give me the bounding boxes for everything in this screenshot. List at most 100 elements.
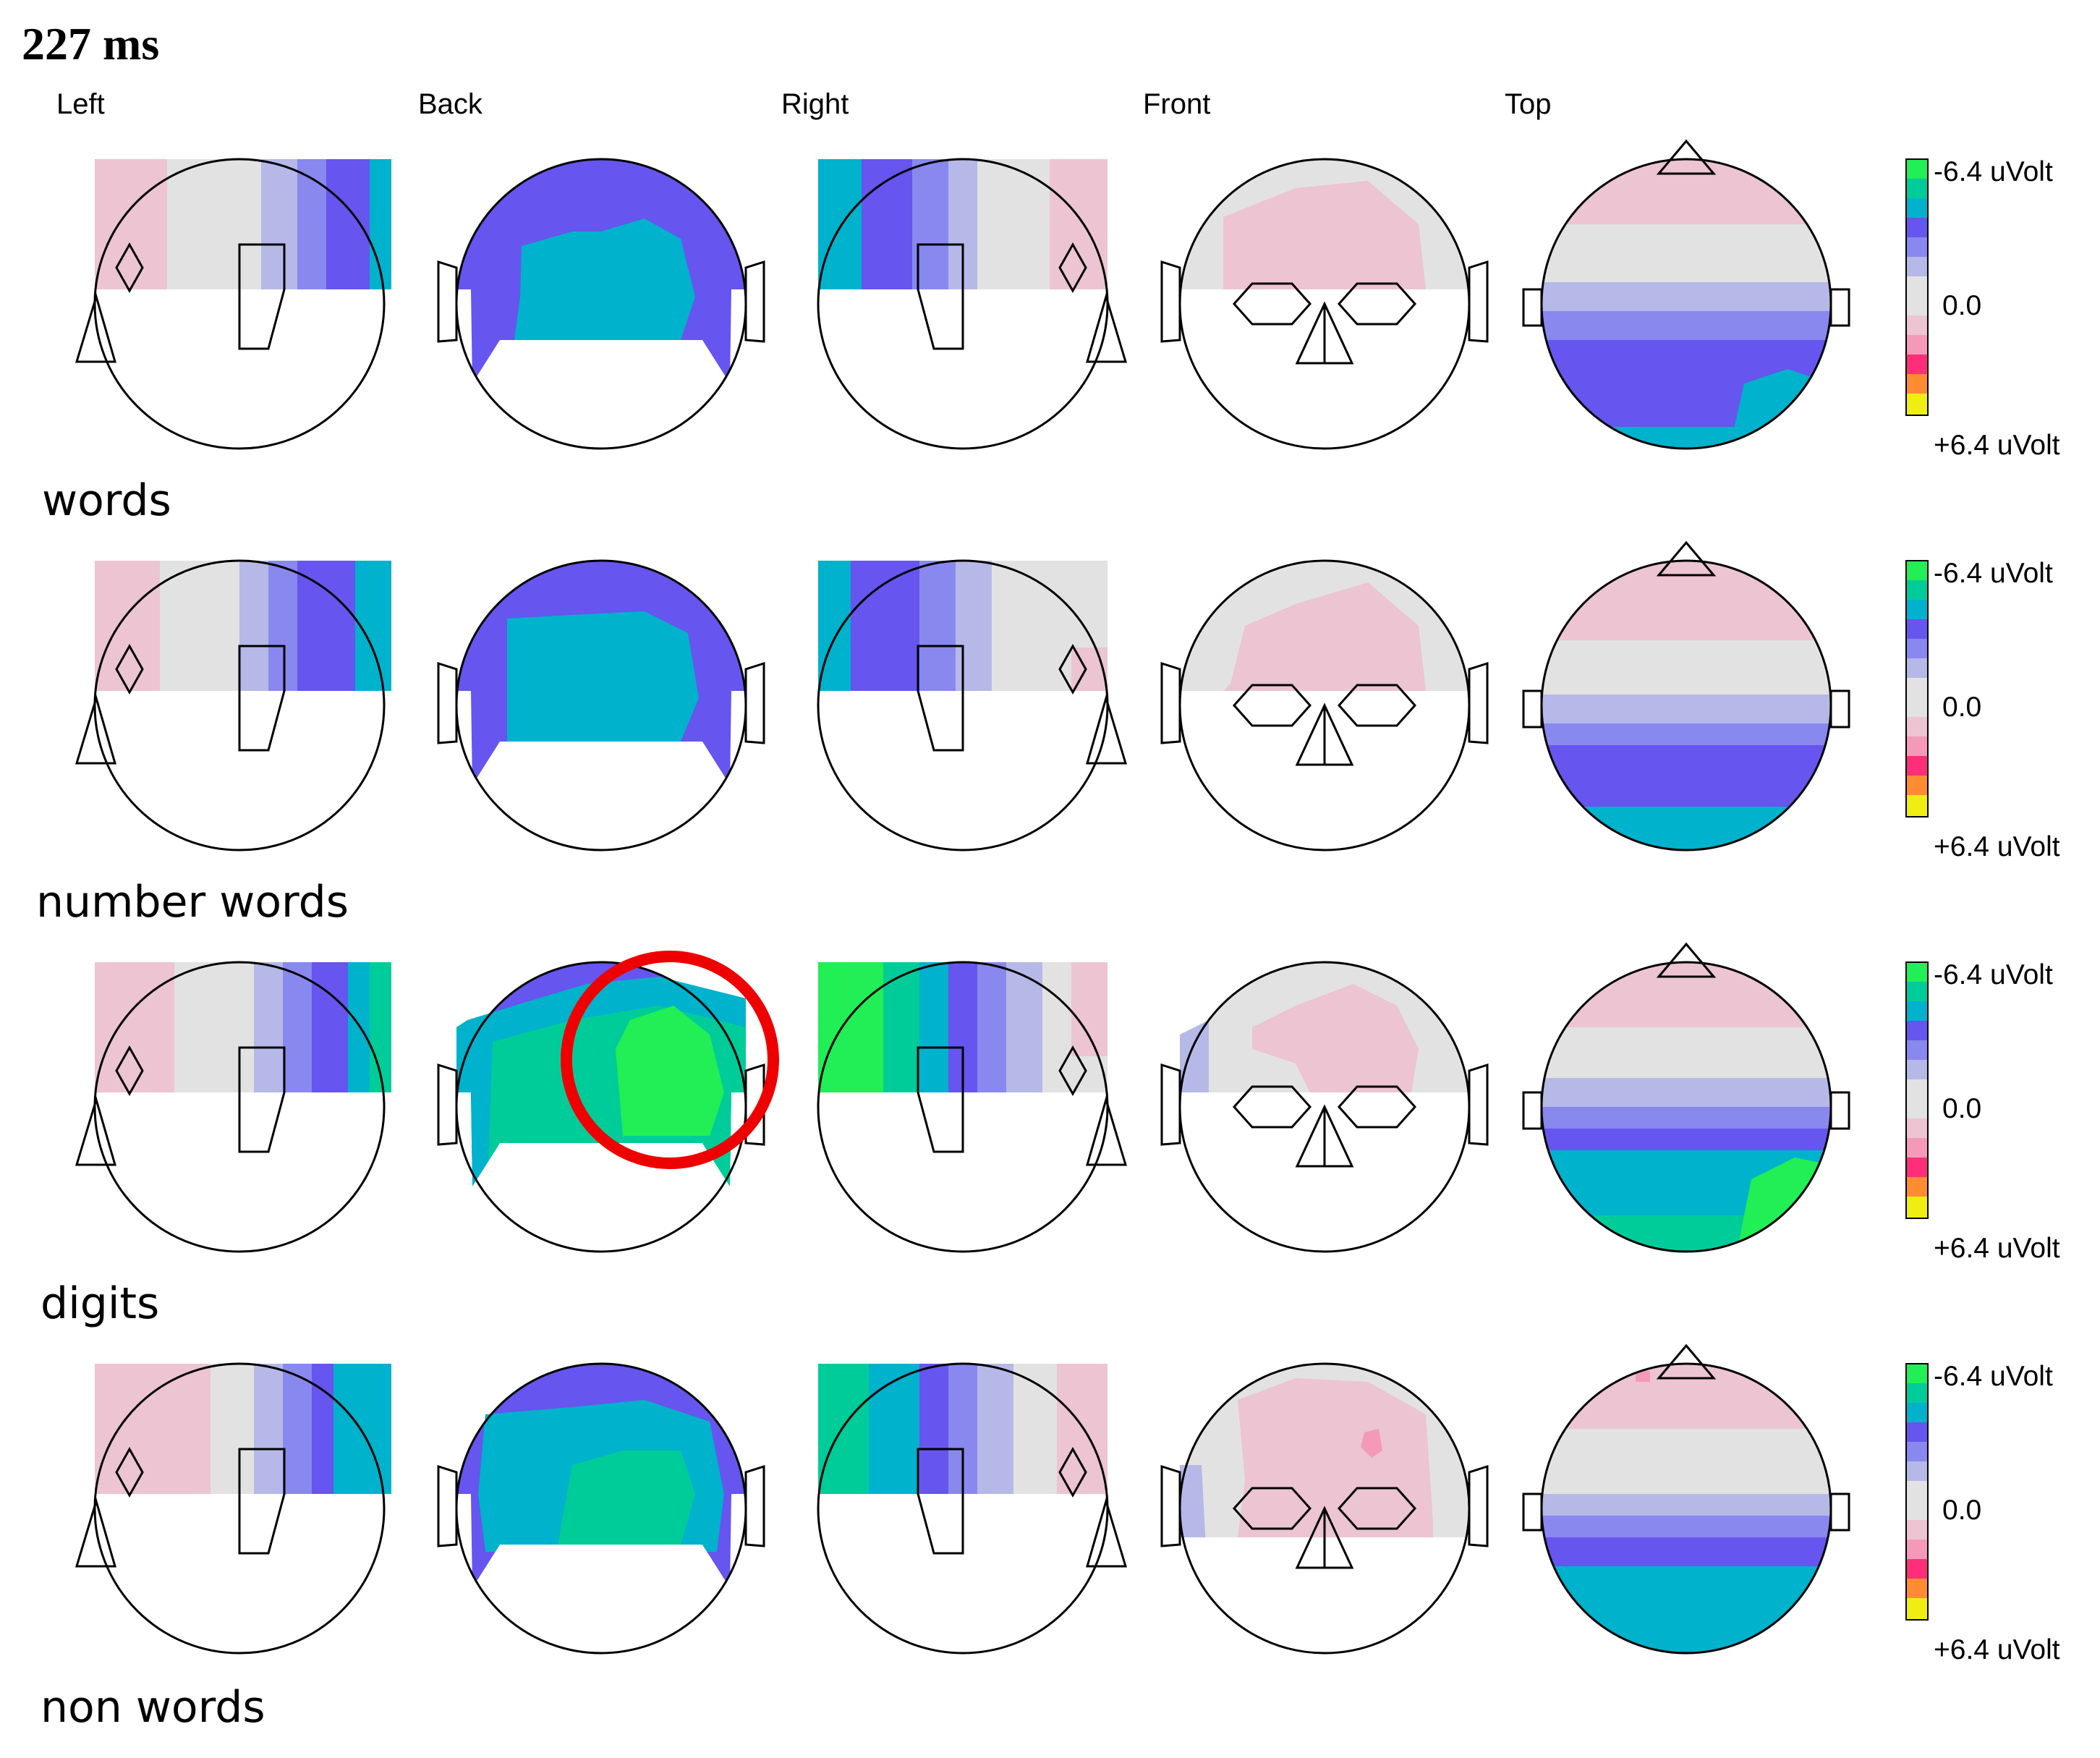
condition-row-digits: -6.4 uVolt 0.0 +6.4 uVolt digits [41, 942, 2060, 1329]
ear-icon [1058, 242, 1087, 294]
nose-icon [1086, 292, 1128, 363]
colorbar-top-label: -6.4 uVolt [1934, 558, 2053, 589]
eye-icon [1232, 282, 1312, 326]
nose-icon [1656, 540, 1717, 577]
ear-icon [744, 1464, 765, 1547]
eye-icon [238, 1448, 286, 1555]
ear-icon [1058, 643, 1087, 695]
view-header-back: Back [418, 88, 483, 120]
eye-icon [1232, 684, 1312, 727]
head-map-front [1160, 559, 1489, 852]
eye-icon [1232, 1085, 1312, 1129]
condition-label: words [42, 475, 171, 526]
colorbar-mid-label: 0.0 [1942, 692, 1981, 723]
condition-row-non-words: -6.4 uVolt 0.0 +6.4 uVolt non words [41, 1343, 2060, 1733]
ear-icon [1468, 1063, 1489, 1146]
head-map-left [75, 158, 391, 450]
colorbar-top-label: -6.4 uVolt [1934, 959, 2053, 990]
ear-icon [115, 643, 144, 695]
colorbar: -6.4 uVolt 0.0 +6.4 uVolt [1905, 1361, 2060, 1665]
ear-icon [1160, 661, 1181, 744]
condition-label: non words [41, 1682, 265, 1733]
ear-icon [115, 1045, 144, 1097]
nose-icon [1656, 942, 1717, 978]
eye-icon [1337, 1085, 1417, 1129]
nose-icon [1086, 1497, 1128, 1568]
ear-icon [437, 1063, 458, 1146]
ear-icon [1468, 260, 1489, 343]
nose-icon [75, 694, 116, 765]
head-map-top [1522, 139, 1850, 450]
nose-icon [1656, 1343, 1717, 1380]
head-map-left [75, 961, 391, 1253]
head-map-top [1522, 1343, 1850, 1655]
head-map-back [437, 1362, 765, 1655]
ear-icon [1058, 1045, 1087, 1097]
head-map-top [1522, 942, 1850, 1253]
ear-icon [1522, 689, 1543, 729]
ear-icon [1058, 1446, 1087, 1498]
head-map-back [437, 559, 765, 852]
view-header-right: Right [781, 88, 849, 120]
ear-icon [437, 661, 458, 744]
head-map-left [75, 559, 391, 852]
nose-icon [75, 1095, 116, 1166]
view-header-front: Front [1143, 88, 1210, 120]
head-map-back [437, 951, 779, 1253]
head-map-right [817, 158, 1128, 450]
head-map-right [817, 961, 1128, 1253]
colorbar-mid-label: 0.0 [1942, 290, 1981, 321]
ear-icon [437, 260, 458, 343]
colorbar: -6.4 uVolt 0.0 +6.4 uVolt [1905, 959, 2060, 1264]
ear-icon [1522, 1492, 1543, 1532]
eye-icon [1337, 282, 1417, 326]
eye-icon [1337, 684, 1417, 727]
eye-icon [1232, 1487, 1312, 1530]
condition-row-number-words: -6.4 uVolt 0.0 +6.4 uVolt number words [36, 540, 2060, 927]
ear-icon [1468, 661, 1489, 744]
eye-icon [238, 1046, 286, 1153]
ear-icon [437, 1464, 458, 1547]
head-map-top [1522, 540, 1850, 852]
nose-icon [1656, 139, 1717, 175]
head-map-right [817, 1362, 1128, 1655]
condition-label: number words [36, 877, 349, 927]
colorbar: -6.4 uVolt 0.0 +6.4 uVolt [1905, 156, 2060, 461]
colorbar-mid-label: 0.0 [1942, 1093, 1981, 1124]
eye-icon [917, 1046, 964, 1153]
head-map-right [817, 559, 1128, 852]
ear-icon [1160, 260, 1181, 343]
colorbar-bottom-label: +6.4 uVolt [1934, 430, 2060, 461]
colorbar-top-label: -6.4 uVolt [1934, 156, 2053, 187]
ear-icon [1829, 288, 1850, 327]
colorbar-top-label: -6.4 uVolt [1934, 1361, 2053, 1392]
ear-icon [744, 260, 765, 343]
time-label: 227 ms [22, 18, 159, 69]
colorbar-bottom-label: +6.4 uVolt [1934, 1233, 2060, 1264]
nose-icon [1086, 1095, 1128, 1166]
ear-icon [744, 1063, 765, 1146]
head-map-front [1160, 1362, 1489, 1655]
head-map-back [437, 158, 765, 450]
ear-icon [115, 1446, 144, 1498]
colorbar-bottom-label: +6.4 uVolt [1934, 1634, 2060, 1665]
head-map-left [75, 1362, 391, 1655]
nose-icon [75, 1497, 116, 1568]
eye-icon [917, 1448, 964, 1555]
ear-icon [1829, 689, 1850, 729]
head-map-front [1160, 158, 1489, 450]
ear-icon [1522, 288, 1543, 327]
condition-label: digits [41, 1278, 159, 1329]
view-header-top: Top [1505, 88, 1552, 120]
colorbar-mid-label: 0.0 [1942, 1495, 1981, 1526]
view-header-left: Left [56, 88, 105, 120]
ear-icon [1522, 1091, 1543, 1130]
eye-icon [238, 243, 286, 350]
eye-icon [917, 645, 964, 752]
nose-icon [75, 292, 116, 363]
ear-icon [1160, 1464, 1181, 1547]
condition-row-words: -6.4 uVolt 0.0 +6.4 uVolt words [42, 139, 2060, 526]
eye-icon [1337, 1487, 1417, 1530]
eye-icon [917, 243, 964, 350]
